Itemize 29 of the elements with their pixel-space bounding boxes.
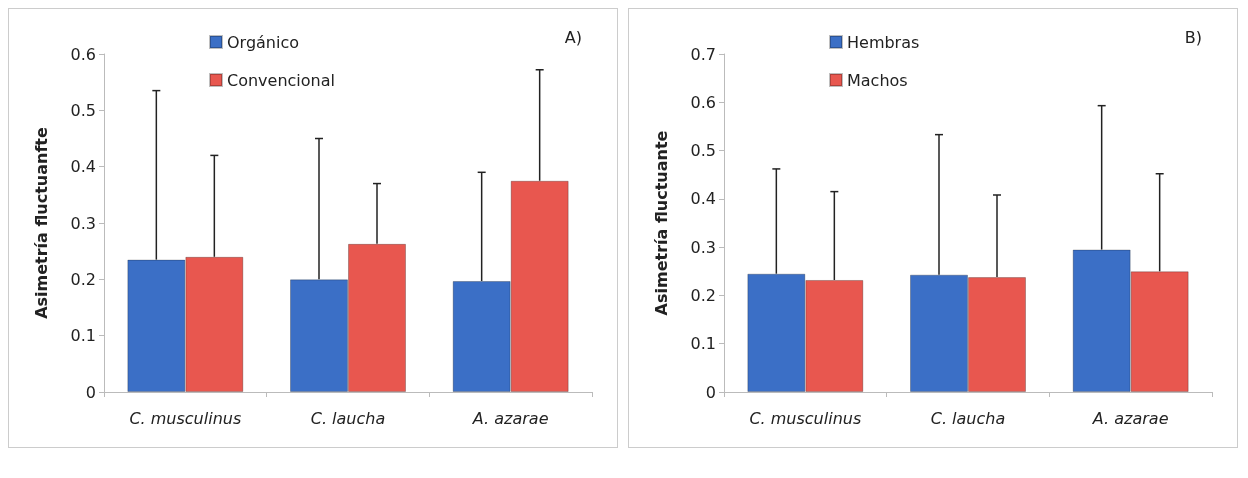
legend-label: Convencional: [227, 70, 335, 90]
y-tick-label: 0.3: [690, 237, 716, 257]
x-tick-label: A. azarae: [1091, 408, 1169, 428]
legend-label: Machos: [847, 70, 908, 90]
y-tick-label: 0.3: [70, 213, 96, 233]
y-tick-label: 0: [705, 382, 716, 402]
y-axis-title: Asimetría fluctuanfte: [31, 126, 51, 319]
y-tick-label: 0.1: [690, 334, 716, 354]
x-tick-label: C. laucha: [310, 408, 386, 428]
y-tick-label: 0: [85, 382, 96, 402]
y-tick-label: 0.2: [70, 269, 96, 289]
y-tick-label: 0.6: [70, 44, 96, 64]
x-tick-label: A. azarae: [471, 408, 549, 428]
x-tick-label: C. laucha: [930, 408, 1006, 428]
x-tick-label: C. musculinus: [749, 408, 862, 428]
y-tick-label: 0.5: [690, 141, 716, 161]
y-tick-label: 0.5: [70, 100, 96, 120]
y-tick-label: 0.2: [690, 285, 716, 305]
y-tick-label: 0.4: [70, 157, 96, 177]
text: A): [564, 27, 582, 47]
y-axis-title: Asimetría fluctuante: [651, 130, 671, 316]
text: B): [1184, 27, 1202, 47]
legend-label: Orgánico: [227, 32, 300, 52]
y-tick-label: 0.1: [70, 326, 96, 346]
y-tick-label: 0.7: [690, 44, 716, 64]
legend-label: Hembras: [847, 32, 920, 52]
y-tick-label: 0.6: [690, 92, 716, 112]
y-tick-label: 0.4: [690, 189, 716, 209]
x-tick-label: C. musculinus: [129, 408, 242, 428]
